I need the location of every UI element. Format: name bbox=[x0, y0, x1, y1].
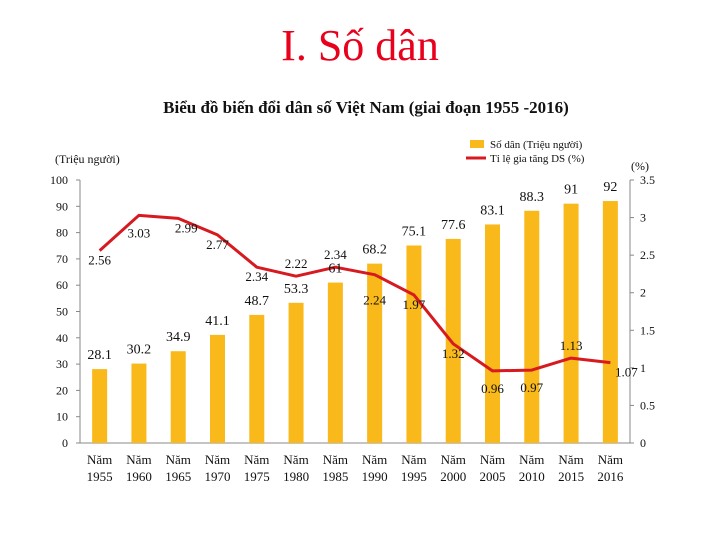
y2-tick-label: 3 bbox=[640, 211, 646, 225]
y-axis-title: (Triệu người) bbox=[55, 152, 120, 166]
y-tick-label: 30 bbox=[56, 357, 68, 371]
x-tick-label: Năm 1960 bbox=[126, 452, 152, 484]
legend-swatch-bars bbox=[470, 140, 484, 148]
line-label-10: 0.96 bbox=[481, 381, 504, 396]
bar-7 bbox=[367, 263, 383, 443]
bar-8 bbox=[406, 245, 422, 443]
bar-label-5: 53.3 bbox=[284, 282, 309, 297]
bar-label-2: 34.9 bbox=[166, 330, 191, 345]
y2-tick-label: 2 bbox=[640, 286, 646, 300]
x-tick-label: Năm 1995 bbox=[401, 452, 427, 484]
y2-tick-label: 1 bbox=[640, 361, 646, 375]
y2-tick-label: 2.5 bbox=[640, 248, 655, 262]
bar-6 bbox=[327, 282, 343, 443]
x-tick-label: Năm 1955 bbox=[87, 452, 113, 484]
line-label-4: 2.34 bbox=[245, 269, 268, 284]
bar-label-10: 83.1 bbox=[480, 203, 505, 218]
y-tick-label: 10 bbox=[56, 410, 68, 424]
bar-label-9: 77.6 bbox=[441, 218, 466, 233]
y-tick-label: 0 bbox=[62, 436, 68, 450]
y2-tick-label: 3.5 bbox=[640, 173, 655, 187]
bar-11 bbox=[524, 210, 540, 443]
bar-label-0: 28.1 bbox=[87, 348, 112, 363]
x-tick-label: Năm 1990 bbox=[362, 452, 388, 484]
chart-title: Biểu đồ biến đổi dân số Việt Nam (giai đ… bbox=[163, 98, 569, 117]
line-label-5: 2.22 bbox=[285, 256, 308, 271]
bar-4 bbox=[249, 314, 265, 443]
line-label-12: 1.13 bbox=[560, 338, 583, 353]
bar-1 bbox=[131, 363, 147, 443]
x-tick-label: Năm 1980 bbox=[283, 452, 309, 484]
legend-label-bars: Số dân (Triệu người) bbox=[490, 139, 583, 151]
x-tick-label: Năm 1970 bbox=[205, 452, 231, 484]
bar-3 bbox=[210, 334, 225, 443]
x-tick-label: Năm 1975 bbox=[244, 452, 270, 484]
bar-label-8: 75.1 bbox=[402, 224, 427, 239]
bar-9 bbox=[445, 238, 461, 443]
y2-tick-label: 0 bbox=[640, 436, 646, 450]
bar-12 bbox=[563, 203, 579, 443]
bar-label-12: 91 bbox=[564, 183, 578, 198]
bar-label-1: 30.2 bbox=[127, 343, 152, 358]
y-tick-label: 90 bbox=[56, 199, 68, 213]
bar-10 bbox=[485, 224, 500, 443]
x-tick-label: Năm 1965 bbox=[165, 452, 191, 484]
bar-label-7: 68.2 bbox=[362, 243, 387, 258]
bar-5 bbox=[288, 302, 304, 443]
line-label-11: 0.97 bbox=[520, 380, 543, 395]
line-label-3: 2.77 bbox=[206, 237, 229, 252]
bar-label-11: 88.3 bbox=[520, 190, 545, 205]
x-tick-label: Năm 2005 bbox=[480, 452, 506, 484]
y-tick-label: 60 bbox=[56, 278, 68, 292]
x-tick-label: Năm 2010 bbox=[519, 452, 545, 484]
bar-label-4: 48.7 bbox=[245, 294, 270, 309]
line-label-6: 2.34 bbox=[324, 247, 347, 262]
x-tick-label: Năm 2016 bbox=[597, 452, 624, 484]
line-label-2: 2.99 bbox=[175, 220, 198, 235]
page-title: I. Số dân bbox=[281, 21, 439, 70]
bar-label-3: 41.1 bbox=[205, 314, 230, 329]
y-tick-label: 70 bbox=[56, 252, 68, 266]
bar-13 bbox=[602, 201, 618, 443]
line-label-13: 1.07 bbox=[615, 365, 638, 380]
bar-0 bbox=[92, 369, 108, 443]
line-label-9: 1.32 bbox=[442, 346, 465, 361]
line-label-0: 2.56 bbox=[88, 253, 111, 268]
bar-label-6: 61 bbox=[328, 262, 342, 277]
y2-axis-title: (%) bbox=[631, 159, 649, 173]
line-label-8: 1.97 bbox=[403, 297, 426, 312]
y-tick-label: 20 bbox=[56, 383, 68, 397]
growth-rate-line bbox=[98, 213, 611, 373]
line-label-1: 3.03 bbox=[128, 225, 151, 240]
y-tick-label: 100 bbox=[50, 173, 68, 187]
x-tick-label: Năm 2015 bbox=[558, 452, 584, 484]
y2-tick-label: 1.5 bbox=[640, 323, 655, 337]
legend-label-line: Tỉ lệ gia tăng DS (%) bbox=[490, 153, 585, 165]
x-tick-label: Năm 2000 bbox=[440, 452, 466, 484]
line-label-7: 2.24 bbox=[363, 293, 386, 308]
y-tick-label: 50 bbox=[56, 305, 68, 319]
y2-tick-label: 0.5 bbox=[640, 398, 655, 412]
y-tick-label: 80 bbox=[56, 226, 68, 240]
y-tick-label: 40 bbox=[56, 331, 68, 345]
x-tick-label: Năm 1985 bbox=[322, 452, 348, 484]
bar-2 bbox=[170, 351, 186, 443]
bar-label-13: 92 bbox=[603, 180, 617, 195]
